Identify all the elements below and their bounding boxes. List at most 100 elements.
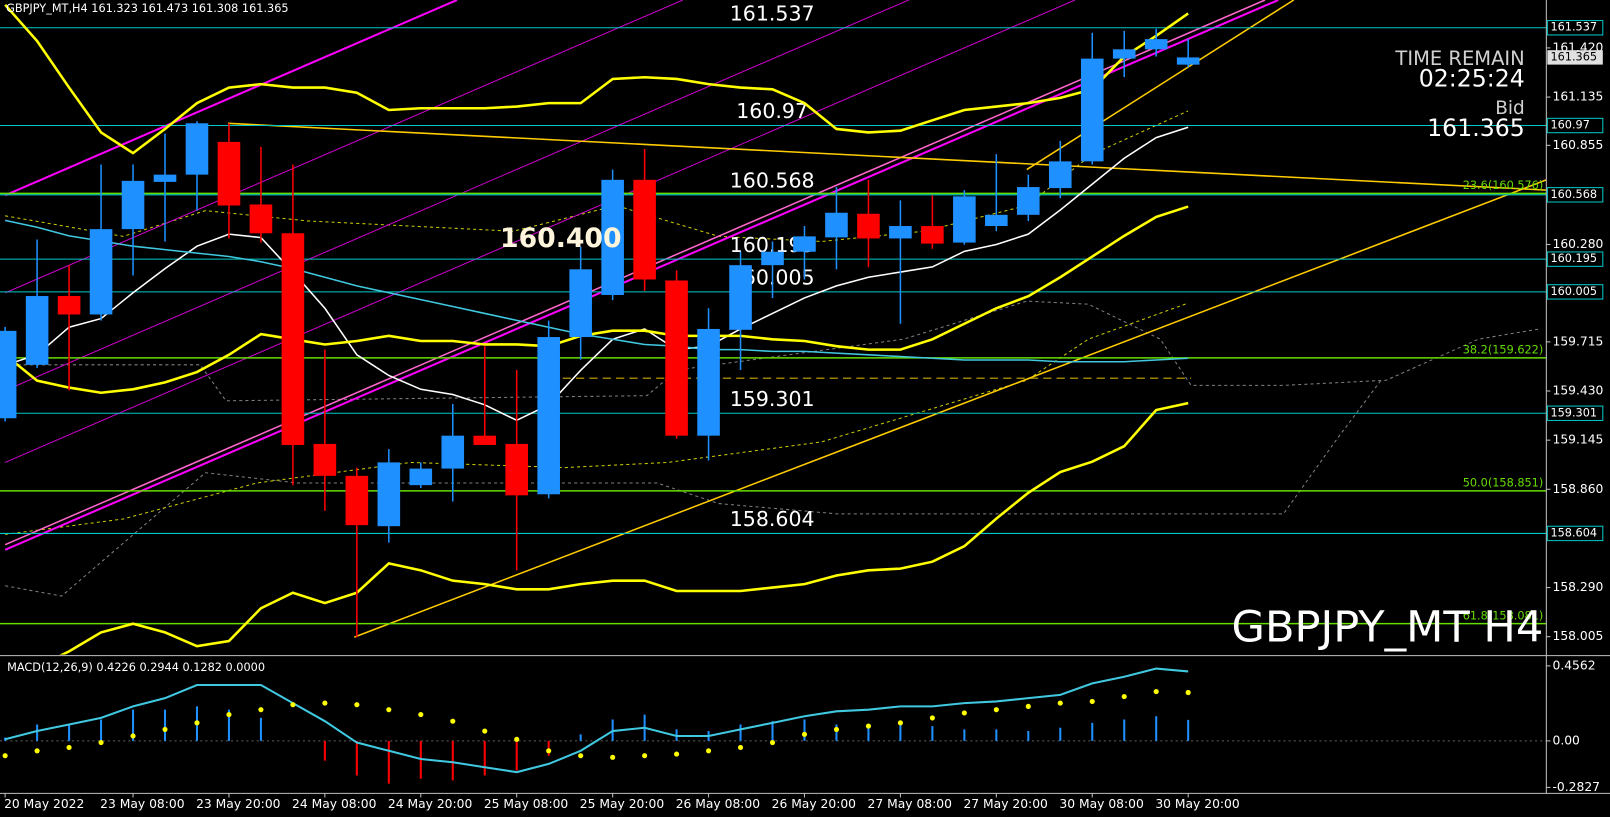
signal-dot <box>162 726 168 732</box>
x-tick-label: 20 May 2022 <box>4 797 84 811</box>
signal-dot <box>290 702 296 708</box>
signal-dot <box>993 707 999 713</box>
level-box-label: 158.604 <box>1550 526 1597 539</box>
candle-body <box>281 233 305 445</box>
trend-line <box>4 0 458 197</box>
y2-tick-label: 0.4562 <box>1553 658 1596 672</box>
candle-body <box>89 229 113 315</box>
macd-line <box>4 667 1189 774</box>
candle-body <box>633 179 656 280</box>
candle-body <box>249 204 273 234</box>
y-tick-label: 160.855 <box>1553 138 1604 152</box>
x-tick-label: 23 May 20:00 <box>196 797 281 811</box>
level-box <box>1546 20 1604 36</box>
signal-dot <box>737 744 744 751</box>
chart-title: GBPJPY_MT,H4 161.323 161.473 161.308 161… <box>6 2 288 15</box>
level-box <box>1546 284 1604 300</box>
indicator-line <box>4 3 1189 155</box>
trend-line <box>227 122 1547 191</box>
price-box <box>1547 50 1603 65</box>
x-tick-label: 26 May 20:00 <box>772 797 857 811</box>
candle-body <box>1144 39 1168 50</box>
signal-dot <box>1121 693 1127 700</box>
level-box-label: 161.537 <box>1550 21 1597 34</box>
x-tick-label: 27 May 20:00 <box>963 797 1048 811</box>
price-panel: 23.6(160.576) 38.2(159.622) 50.0(158.851) 6… <box>0 1 1547 655</box>
signal-dot <box>2 753 8 759</box>
signal-dot <box>833 726 840 732</box>
candle-body <box>761 251 784 266</box>
candle-body <box>185 123 209 175</box>
fib-label: 61.8(158.081) <box>1463 609 1544 622</box>
x-tick-label: 30 May 08:00 <box>1059 797 1144 811</box>
signal-dot <box>897 720 903 726</box>
signal-dot <box>642 753 648 759</box>
time-remain: 02:25:24 <box>1419 65 1525 93</box>
x-tick-label: 26 May 08:00 <box>676 797 761 811</box>
candle-body <box>857 213 880 239</box>
candle-body <box>729 265 752 330</box>
candle-body <box>697 328 720 436</box>
signal-dot <box>705 748 712 754</box>
candle-body <box>601 179 624 295</box>
signal-dot <box>482 728 488 734</box>
watermark: GBPJPY_MT H4 <box>1232 602 1544 652</box>
y-tick-label: 159.715 <box>1553 334 1604 348</box>
candle-body <box>889 226 912 239</box>
candle-body <box>409 468 433 486</box>
y-tick-label: 158.290 <box>1553 580 1604 594</box>
signal-dot <box>929 715 935 721</box>
signal-dot <box>1185 689 1191 696</box>
signal-dot <box>1153 689 1159 695</box>
signal-dot <box>514 736 520 742</box>
indicator-line <box>4 205 1189 395</box>
x-tick-label: 30 May 20:00 <box>1155 797 1240 811</box>
level-box-label: 160.97 <box>1550 119 1589 132</box>
signal-dot <box>98 739 104 746</box>
indicator-line <box>4 219 1189 363</box>
candle-body <box>1080 58 1104 162</box>
candle-body <box>825 212 848 238</box>
channel-line <box>4 0 1076 463</box>
fib-label: 50.0(158.851) <box>1463 477 1544 490</box>
annotation: 160.400 <box>500 223 622 254</box>
candle-body <box>153 174 177 182</box>
level-box <box>1546 187 1604 203</box>
x-tick-label: 25 May 08:00 <box>484 797 569 811</box>
x-tick-label: 27 May 08:00 <box>868 797 953 811</box>
candle-body <box>25 296 49 365</box>
candle-body <box>0 330 17 419</box>
candle-body <box>793 236 816 252</box>
candle-body <box>1176 57 1200 65</box>
level-label: 158.604 <box>730 507 815 531</box>
dashed-band <box>5 302 1189 535</box>
y-tick-label: 158.005 <box>1553 629 1604 643</box>
candle-body <box>473 435 497 445</box>
signal-dot <box>354 702 360 708</box>
level-box-label: 160.195 <box>1550 252 1597 265</box>
indicator-line <box>59 401 1189 655</box>
signal-dot <box>865 723 872 729</box>
fib-label: 38.2(159.622) <box>1463 344 1544 357</box>
candle-body <box>921 226 944 244</box>
y-tick-label: 159.145 <box>1553 433 1604 447</box>
signal-dot <box>1057 700 1063 706</box>
candle-body <box>569 269 592 338</box>
y2-tick-label: -0.2827 <box>1553 780 1601 794</box>
candle-body <box>217 141 241 206</box>
level-box <box>1546 251 1604 267</box>
signal-dot <box>674 751 680 757</box>
candle-body <box>377 462 401 527</box>
level-box-label: 159.301 <box>1550 406 1597 419</box>
signal-dot <box>66 744 72 751</box>
candle-body <box>57 296 81 315</box>
level-box <box>1546 525 1604 542</box>
y2-tick-label: 0.00 <box>1553 733 1581 747</box>
signal-dot <box>1025 703 1031 709</box>
level-box-label: 160.005 <box>1550 285 1597 298</box>
level-label: 160.97 <box>736 99 808 123</box>
candle-body <box>313 443 337 476</box>
candle-body <box>345 475 369 526</box>
